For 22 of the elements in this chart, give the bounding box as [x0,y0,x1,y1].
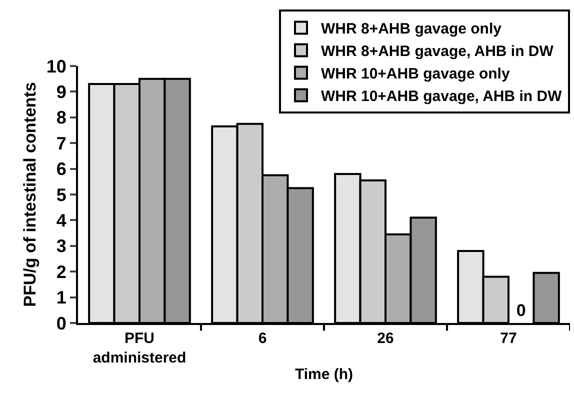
legend-label: WHR 10+AHB gavage, AHB in DW [321,88,563,106]
y-tick-label: 8 [56,108,66,128]
y-tick-label: 0 [56,313,66,334]
data-label: 0 [516,301,526,320]
y-tick-label: 2 [56,262,66,282]
x-tick-label: 77 [500,330,517,347]
y-tick-label: 7 [56,133,66,154]
legend-label: WHR 8+AHB gavage only [321,20,502,38]
y-tick-label: 6 [56,159,66,180]
x-tick-label: PFU administered [92,330,186,366]
x-tick-label: 6 [258,330,267,347]
y-tick-label: 3 [56,236,66,256]
y-tick-label: 5 [56,184,66,205]
legend-label: WHR 8+AHB gavage, AHB in DW [321,43,554,60]
y-axis-title: PFU/g of intestinal contents [20,82,40,307]
y-tick-label: 10 [46,56,66,76]
y-tick-label: 1 [56,288,66,308]
y-tick-label: 9 [56,82,66,102]
x-tick-label: 26 [377,330,394,347]
x-axis-title: Time (h) [294,366,354,383]
legend-label: WHR 10+AHB gavage only [321,66,510,83]
y-tick-label: 4 [56,210,66,230]
